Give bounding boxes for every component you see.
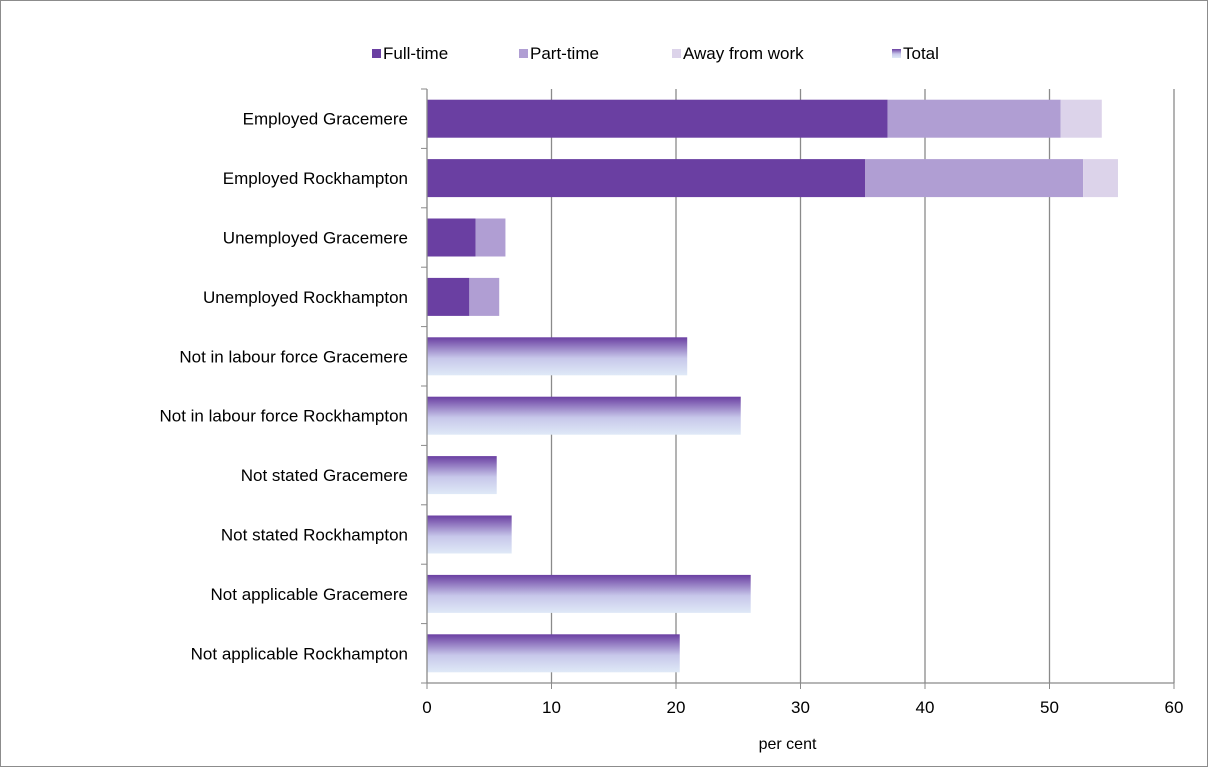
bar-not-applicable-rockhampton-total xyxy=(427,634,680,673)
category-label: Not stated Rockhampton xyxy=(221,526,408,545)
bar-employed-rockhampton-part-time xyxy=(865,159,1084,198)
legend-label-part-time: Part-time xyxy=(530,44,599,63)
legend: Full-time Part-time Away from work Total xyxy=(372,44,939,63)
bars xyxy=(427,99,1118,673)
x-tick-label: 40 xyxy=(916,698,935,717)
x-axis-title: per cent xyxy=(759,736,817,753)
category-label: Unemployed Gracemere xyxy=(223,229,408,248)
bar-employed-rockhampton-full-time xyxy=(427,159,866,198)
legend-label-total: Total xyxy=(903,44,939,63)
bar-not-stated-gracemere-total xyxy=(427,456,497,495)
category-label: Not stated Gracemere xyxy=(241,466,408,485)
category-label: Not in labour force Rockhampton xyxy=(159,407,408,426)
bar-employed-rockhampton-away-from-work xyxy=(1083,159,1118,198)
x-tick-label: 50 xyxy=(1040,698,1059,717)
legend-label-away-from-work: Away from work xyxy=(683,44,804,63)
legend-swatch-part-time xyxy=(519,49,528,58)
legend-swatch-total xyxy=(892,49,901,58)
category-label: Employed Rockhampton xyxy=(223,169,408,188)
x-tick-label: 60 xyxy=(1165,698,1184,717)
category-label: Employed Gracemere xyxy=(243,110,408,129)
legend-swatch-full-time xyxy=(372,49,381,58)
x-tick-label: 0 xyxy=(422,698,431,717)
bar-unemployed-gracemere-full-time xyxy=(427,218,476,257)
bar-employed-gracemere-part-time xyxy=(887,99,1061,138)
x-tick-label: 10 xyxy=(542,698,561,717)
category-label: Not in labour force Gracemere xyxy=(179,347,408,366)
bar-employed-gracemere-away-from-work xyxy=(1060,99,1102,138)
x-tick-label: 30 xyxy=(791,698,810,717)
x-tick-label: 20 xyxy=(667,698,686,717)
labels: Employed Gracemere Employed Rockhampton Un… xyxy=(159,110,1183,753)
axes xyxy=(421,88,1175,689)
bar-not-in-labour-force-gracemere-total xyxy=(427,337,688,376)
bar-not-stated-rockhampton-total xyxy=(427,515,512,554)
legend-label-full-time: Full-time xyxy=(383,44,448,63)
bar-unemployed-rockhampton-part-time xyxy=(469,277,500,316)
bar-not-applicable-gracemere-total xyxy=(427,574,751,613)
bar-employed-gracemere-full-time xyxy=(427,99,888,138)
category-label: Not applicable Gracemere xyxy=(211,585,408,604)
legend-swatch-away-from-work xyxy=(672,49,681,58)
bar-unemployed-rockhampton-full-time xyxy=(427,277,470,316)
bar-not-in-labour-force-rockhampton-total xyxy=(427,396,741,435)
bar-unemployed-gracemere-part-time xyxy=(475,218,506,257)
category-label: Unemployed Rockhampton xyxy=(203,288,408,307)
category-label: Not applicable Rockhampton xyxy=(191,644,408,663)
